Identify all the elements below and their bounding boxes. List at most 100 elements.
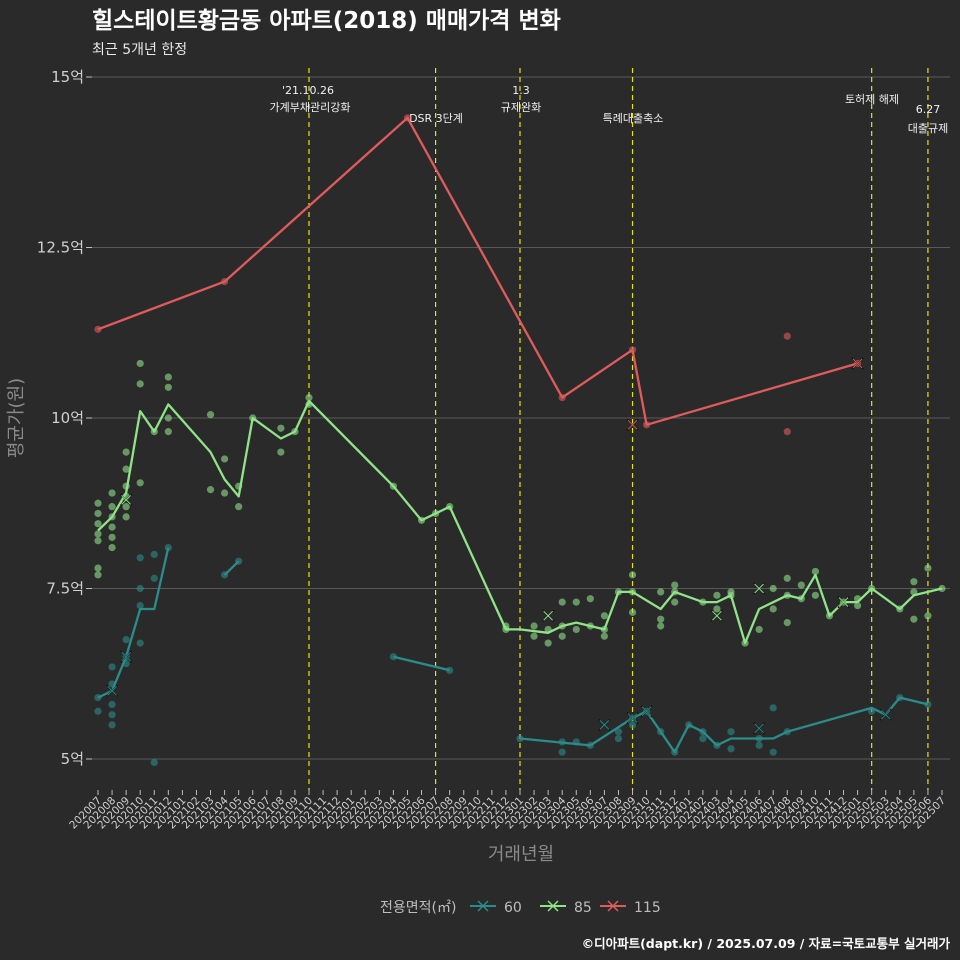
cross-marker-accent (599, 720, 610, 730)
data-point (657, 622, 665, 630)
data-point (277, 424, 285, 432)
data-point (854, 601, 862, 610)
data-point (108, 700, 116, 709)
data-point (235, 503, 243, 511)
chart-title: 힐스테이트황금동 아파트(2018) 매매가격 변화 (92, 8, 561, 34)
event-label: 규제완화 (501, 101, 541, 114)
data-point (94, 520, 102, 528)
data-point (811, 567, 820, 576)
cross-marker-accent (754, 723, 764, 734)
event-label: DSR 3단계 (409, 112, 463, 125)
data-point (122, 513, 130, 521)
data-point (136, 639, 144, 647)
cross-marker-accent (627, 713, 638, 723)
data-point (727, 728, 735, 736)
event-label: 대출규제 (908, 122, 948, 135)
data-point (586, 595, 594, 603)
data-point (628, 571, 637, 579)
cross-marker-accent (880, 709, 891, 720)
data-point (769, 704, 777, 712)
data-point (94, 707, 102, 715)
legend: 전용면적(㎡) 60 85 115 (380, 900, 661, 916)
data-point (727, 745, 735, 753)
data-point (783, 428, 791, 436)
data-point (136, 380, 144, 388)
data-point (558, 598, 566, 606)
series-line (97, 399, 943, 645)
series-115 (94, 114, 864, 436)
data-point (558, 632, 566, 640)
data-point (108, 663, 116, 671)
data-point (94, 509, 102, 518)
series-line (223, 560, 240, 576)
data-point (164, 543, 172, 552)
data-point (924, 564, 932, 572)
data-point (628, 608, 637, 616)
data-point (657, 615, 665, 623)
legend-cross (477, 900, 489, 912)
data-point (671, 581, 679, 589)
data-point (277, 448, 285, 456)
data-point (150, 550, 158, 559)
data-point (797, 581, 805, 589)
event-label: '21.10.26 (282, 84, 334, 97)
series-line (97, 116, 858, 426)
data-point (783, 619, 791, 627)
data-point (305, 393, 313, 402)
cross-marker-accent (121, 494, 131, 505)
legend-label: 60 (504, 900, 522, 916)
gridlines (88, 76, 950, 760)
data-point (108, 543, 116, 552)
data-point (572, 598, 580, 606)
data-point (164, 373, 172, 381)
chart-caption: ©디아파트(dapt.kr) / 2025.07.09 / 자료=국토교통부 실… (582, 936, 951, 951)
data-point (122, 503, 130, 511)
data-point (108, 533, 116, 541)
cross-marker-accent (641, 706, 652, 717)
data-point (164, 414, 172, 422)
data-point (108, 523, 116, 531)
cross-marker-accent (543, 610, 553, 621)
event-label: 특례대출축소 (603, 112, 664, 125)
data-point (164, 383, 172, 391)
data-point (671, 598, 679, 606)
y-axis-ticks: 5억 7.5억 10억 12.5억 15억 (37, 68, 92, 768)
legend-cross (607, 900, 619, 912)
data-point (699, 734, 707, 743)
x-axis-ticks: 2020072020082020092020102020112020122021… (67, 790, 948, 831)
data-point (136, 359, 144, 368)
data-point (628, 721, 637, 729)
cross-marker-accent (627, 419, 638, 430)
data-point (221, 455, 229, 463)
data-point (657, 588, 665, 596)
cross-marker-accent (121, 651, 131, 662)
cross-marker-accent (838, 597, 849, 607)
data-point (783, 574, 791, 582)
data-point (755, 741, 763, 749)
data-point (136, 601, 144, 610)
data-point (94, 530, 102, 538)
data-point (910, 615, 918, 623)
data-point (136, 554, 144, 562)
data-point (614, 728, 623, 736)
data-point (600, 612, 609, 620)
series-85 (94, 359, 946, 647)
y-tick-label: 12.5억 (37, 239, 84, 257)
data-point (530, 622, 538, 630)
data-point (94, 571, 102, 579)
data-point (136, 584, 144, 593)
y-tick-label: 5억 (61, 750, 84, 768)
data-point (614, 734, 623, 743)
series-line (519, 696, 929, 754)
event-label: 가계부채관리강화 (270, 101, 351, 114)
cross-marker-accent (852, 358, 863, 369)
event-label: 토허제 해제 (845, 92, 899, 106)
data-point (136, 479, 144, 487)
y-tick-label: 7.5억 (46, 580, 84, 598)
series-layer (94, 114, 946, 767)
event-label: 1.3 (512, 84, 530, 97)
data-point (122, 636, 130, 644)
data-point (924, 700, 932, 709)
